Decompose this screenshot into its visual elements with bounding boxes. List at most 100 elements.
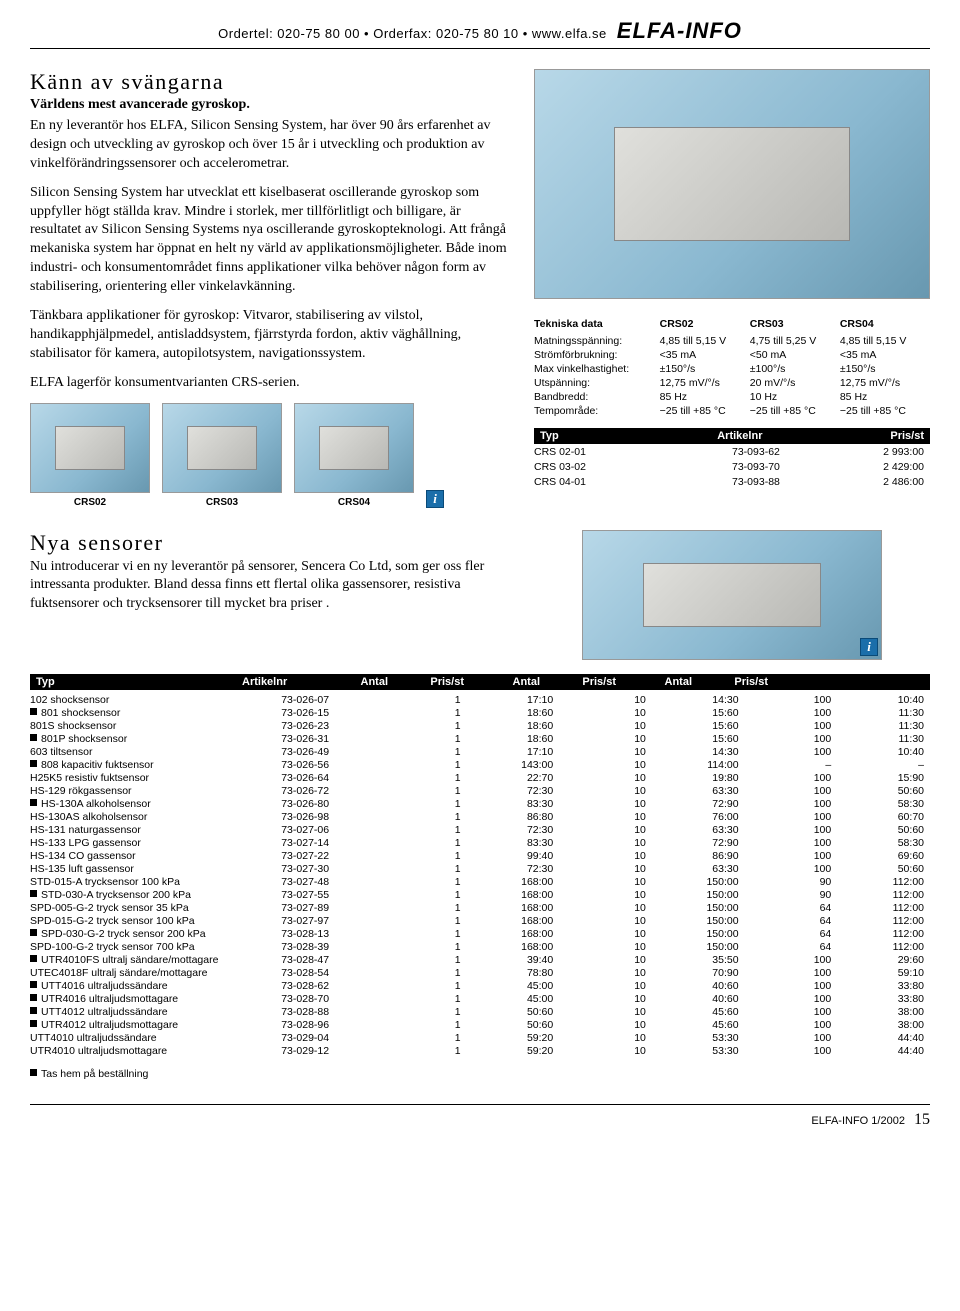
pricing-cell: 73-026-49 bbox=[281, 746, 404, 759]
spec-cell: <50 mA bbox=[750, 348, 840, 362]
spec-cell: 4,85 till 5,15 V bbox=[660, 334, 750, 349]
table-row: UTT4010 ultraljudssändare73-029-04159:20… bbox=[30, 1032, 930, 1045]
footnote: Tas hem på beställning bbox=[30, 1068, 930, 1080]
pricing-cell: 45:60 bbox=[652, 1006, 745, 1019]
pricing-cell: 100 bbox=[745, 1032, 838, 1045]
pricing-cell: UTT4012 ultraljudssändare bbox=[30, 1006, 281, 1019]
product-photo bbox=[162, 403, 282, 493]
article-paragraph: En ny leverantör hos ELFA, Silicon Sensi… bbox=[30, 117, 510, 174]
pricing-cell: 73-027-06 bbox=[281, 824, 404, 837]
pricing-cell: 10 bbox=[559, 720, 652, 733]
pricing-cell: 90 bbox=[745, 876, 838, 889]
table-row: 801S shocksensor73-026-23118:601015:6010… bbox=[30, 720, 930, 733]
pricing-cell: 17:10 bbox=[467, 746, 560, 759]
pricing-cell: 10 bbox=[559, 980, 652, 993]
pricing-cell: 1 bbox=[404, 798, 466, 811]
pricing-cell: 10 bbox=[559, 785, 652, 798]
pricing-cell: 45:00 bbox=[467, 980, 560, 993]
pricing-cell: 38:00 bbox=[837, 1006, 930, 1019]
pricing-cell: 73-027-48 bbox=[281, 876, 404, 889]
pricing-cell: 100 bbox=[745, 850, 838, 863]
pricing-cell: 150:00 bbox=[652, 889, 745, 902]
pricing-cell: 59:10 bbox=[837, 967, 930, 980]
pricing-cell: 15:90 bbox=[837, 772, 930, 785]
pricing-cell: 45:00 bbox=[467, 993, 560, 1006]
pricing-cell: 63:30 bbox=[652, 785, 745, 798]
pricing-cell: 59:20 bbox=[467, 1045, 560, 1058]
pricing-cell: 44:40 bbox=[837, 1045, 930, 1058]
pricing-cell: 73-093-70 bbox=[732, 459, 851, 474]
pricing-cell: 100 bbox=[745, 1019, 838, 1032]
pricing-cell: 150:00 bbox=[652, 928, 745, 941]
table-row: UTR4010 ultraljudsmottagare73-029-12159:… bbox=[30, 1045, 930, 1058]
pricing-cell: 168:00 bbox=[467, 889, 560, 902]
spec-cell: 85 Hz bbox=[840, 390, 930, 404]
th: Antal bbox=[470, 676, 540, 688]
pricing-cell: UTR4010 ultraljudsmottagare bbox=[30, 1045, 281, 1058]
pricing-cell: 100 bbox=[745, 863, 838, 876]
pricing-cell: 10 bbox=[559, 1045, 652, 1058]
spec-cell: Matningsspänning: bbox=[534, 334, 660, 349]
pricing-cell: 100 bbox=[745, 798, 838, 811]
pricing-cell: 112:00 bbox=[837, 902, 930, 915]
pricing-cell: 99:40 bbox=[467, 850, 560, 863]
pricing-cell: 40:60 bbox=[652, 980, 745, 993]
pricing-cell: 100 bbox=[745, 733, 838, 746]
pricing-cell: 801P shocksensor bbox=[30, 733, 281, 746]
sensor-table-header: Typ Artikelnr Antal Pris/st Antal Pris/s… bbox=[30, 674, 930, 690]
spec-cell: 12,75 mV/°/s bbox=[660, 376, 750, 390]
pricing-cell: 76:00 bbox=[652, 811, 745, 824]
spec-cell: 4,85 till 5,15 V bbox=[840, 334, 930, 349]
pricing-cell: 808 kapacitiv fuktsensor bbox=[30, 759, 281, 772]
table-row: UTT4016 ultraljudssändare73-028-62145:00… bbox=[30, 980, 930, 993]
pricing-cell: 64 bbox=[745, 928, 838, 941]
pricing-cell: 53:30 bbox=[652, 1045, 745, 1058]
pricing-cell: 100 bbox=[745, 980, 838, 993]
table-row: SPD-005-G-2 tryck sensor 35 kPa73-027-89… bbox=[30, 902, 930, 915]
product-label: CRS03 bbox=[162, 497, 282, 508]
pricing-cell: 100 bbox=[745, 954, 838, 967]
table-row: UTT4012 ultraljudssändare73-028-88150:60… bbox=[30, 1006, 930, 1019]
pricing-cell: 10 bbox=[559, 954, 652, 967]
pricing-cell: 73-027-22 bbox=[281, 850, 404, 863]
product-photo bbox=[294, 403, 414, 493]
th: Antal bbox=[622, 676, 692, 688]
pricing-cell: 72:30 bbox=[467, 824, 560, 837]
pricing-cell: 1 bbox=[404, 941, 466, 954]
pricing-cell: 58:30 bbox=[837, 798, 930, 811]
table-row: SPD-100-G-2 tryck sensor 700 kPa73-028-3… bbox=[30, 941, 930, 954]
spec-head: Tekniska data bbox=[534, 317, 660, 334]
article-paragraph: ELFA lagerför konsumentvarianten CRS-ser… bbox=[30, 374, 510, 393]
spec-cell: 85 Hz bbox=[660, 390, 750, 404]
pricing-cell: 73-026-56 bbox=[281, 759, 404, 772]
spec-cell: <35 mA bbox=[840, 348, 930, 362]
pricing-cell: 168:00 bbox=[467, 876, 560, 889]
pricing-cell: 40:60 bbox=[652, 993, 745, 1006]
pricing-cell: 64 bbox=[745, 902, 838, 915]
th: Pris/st bbox=[546, 676, 616, 688]
pricing-cell: 10 bbox=[559, 993, 652, 1006]
spec-cell: Utspänning: bbox=[534, 376, 660, 390]
article-gyroscope: Känn av svängarna Världens mest avancera… bbox=[30, 69, 930, 508]
pricing-cell: 39:40 bbox=[467, 954, 560, 967]
info-icon: i bbox=[426, 490, 444, 508]
pricing-cell: 150:00 bbox=[652, 902, 745, 915]
pricing-cell: 100 bbox=[745, 967, 838, 980]
table-row: UTR4012 ultraljudsmottagare73-028-96150:… bbox=[30, 1019, 930, 1032]
table-row: HS-131 naturgassensor73-027-06172:301063… bbox=[30, 824, 930, 837]
pricing-cell: SPD-100-G-2 tryck sensor 700 kPa bbox=[30, 941, 281, 954]
pricing-cell: 14:30 bbox=[652, 746, 745, 759]
square-icon bbox=[30, 708, 37, 715]
square-icon bbox=[30, 890, 37, 897]
table-row: HS-135 luft gassensor73-027-30172:301063… bbox=[30, 863, 930, 876]
pricing-cell: HS-129 rökgassensor bbox=[30, 785, 281, 798]
spec-cell: Tempområde: bbox=[534, 404, 660, 418]
pricing-cell: 19:80 bbox=[652, 772, 745, 785]
article-paragraph: Silicon Sensing System har utvecklat ett… bbox=[30, 184, 510, 297]
pricing-cell: 73-093-62 bbox=[732, 444, 851, 459]
pricing-cell: 1 bbox=[404, 1019, 466, 1032]
hero-photo bbox=[534, 69, 930, 299]
pricing-table: CRS 02-0173-093-622 993:00CRS 03-0273-09… bbox=[534, 444, 930, 489]
pricing-cell: 1 bbox=[404, 928, 466, 941]
pricing-head-pris: Pris/st bbox=[835, 430, 924, 442]
